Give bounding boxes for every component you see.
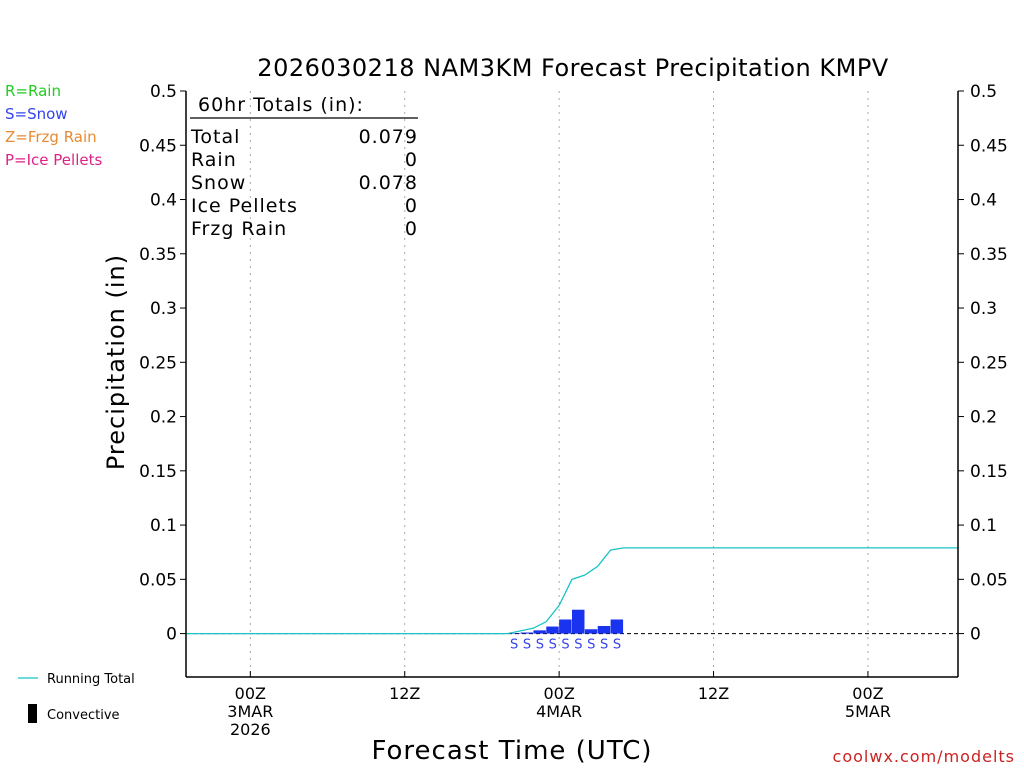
totals-row-value: 0.079: [359, 126, 418, 148]
precip-type-legend-entry: P=Ice Pellets: [5, 151, 102, 169]
totals-row-value: 0.078: [359, 172, 418, 194]
chart-title: 2026030218 NAM3KM Forecast Precipitation…: [257, 54, 888, 82]
y-tick-label-left: 0.15: [139, 462, 177, 482]
precip-type-code: S: [574, 638, 582, 653]
x-tick-label: 12Z: [698, 684, 729, 703]
totals-row-value: 0: [405, 195, 418, 217]
bar-series: [507, 609, 624, 634]
convective-legend-label: Convective: [47, 708, 120, 723]
y-tick-label-left: 0.4: [150, 191, 177, 211]
x-axis-label: Forecast Time (UTC): [371, 736, 652, 766]
running-total-legend-label: Running Total: [47, 672, 135, 687]
totals-row-value: 0: [405, 149, 418, 171]
y-tick-label-left: 0: [166, 625, 177, 645]
y-tick-label-left: 0.45: [139, 136, 177, 156]
y-tick-label-left: 0.35: [139, 245, 177, 265]
gridlines: [186, 91, 958, 677]
snow-bar: [533, 630, 546, 634]
snow-bar: [507, 633, 521, 634]
snow-bar: [584, 629, 598, 634]
y-tick-label-right: 0.5: [970, 82, 997, 102]
running-total-series: [186, 547, 958, 635]
totals-row-label: Snow: [191, 172, 246, 194]
y-axis-label: Precipitation (in): [102, 254, 130, 470]
precip-type-code: S: [613, 638, 621, 653]
precip-type-legend: R=Rain S=Snow Z=Frzg Rain P=Ice Pellets: [5, 82, 102, 169]
totals-row-label: Rain: [191, 149, 237, 171]
y-tick-label-left: 0.5: [150, 82, 177, 102]
totals-row-label: Ice Pellets: [191, 195, 298, 217]
precip-type-code: S: [587, 638, 595, 653]
y-tick-label-right: 0: [970, 625, 981, 645]
y-tick-label-right: 0.25: [970, 353, 1008, 373]
precip-type-code: S: [600, 638, 608, 653]
totals-row-label: Frzg Rain: [191, 218, 287, 240]
y-tick-label-right: 0.1: [970, 516, 997, 536]
y-ticks: 0.5 0.5 0.45 0.45 0.4 0.4 0.35 0.35 0.3 0.3 0.25 0.…: [139, 82, 1008, 645]
convective-legend-swatch: [28, 704, 37, 723]
totals-row-label: Total: [190, 126, 240, 148]
series-legend: Running Total Convective: [18, 672, 135, 723]
y-tick-label-right: 0.4: [970, 191, 997, 211]
totals-header: 60hr Totals (in):: [198, 94, 364, 116]
x-tick-label: 00Z: [852, 684, 883, 703]
precip-type-code: S: [549, 638, 557, 653]
precip-type-legend-entry: Z=Frzg Rain: [5, 128, 97, 146]
y-tick-label-left: 0.3: [150, 299, 177, 319]
y-tick-label-right: 0.3: [970, 299, 997, 319]
x-tick-label: 12Z: [389, 684, 420, 703]
totals-row-value: 0: [405, 218, 418, 240]
y-tick-label-right: 0.2: [970, 408, 997, 428]
x-tick-label: 2026: [230, 720, 271, 739]
axes: [185, 91, 959, 678]
totals-box: 60hr Totals (in): Total 0.079 Rain 0 Snow 0.07…: [190, 94, 418, 240]
x-tick-label: 4MAR: [536, 702, 582, 721]
snow-bar: [559, 619, 572, 634]
y-tick-label-right: 0.15: [970, 462, 1008, 482]
y-tick-label-left: 0.2: [150, 408, 177, 428]
snow-bar: [520, 632, 534, 634]
x-tick-label: 5MAR: [845, 702, 891, 721]
x-tick-label: 00Z: [543, 684, 574, 703]
y-tick-label-right: 0.45: [970, 136, 1008, 156]
precip-type-code: S: [523, 638, 531, 653]
y-tick-label-right: 0.05: [970, 570, 1008, 590]
precip-type-legend-entry: R=Rain: [5, 82, 61, 100]
precip-type-code: S: [510, 638, 518, 653]
y-tick-label-left: 0.05: [139, 570, 177, 590]
y-tick-label-left: 0.1: [150, 516, 177, 536]
watermark: coolwx.com/modelts: [833, 747, 1015, 766]
running-total-line: [186, 547, 958, 635]
x-tick-label: 00Z: [235, 684, 266, 703]
snow-bar: [597, 625, 611, 634]
snow-bar: [610, 619, 624, 634]
y-tick-label-right: 0.35: [970, 245, 1008, 265]
snow-bar: [546, 626, 559, 634]
precip-type-code: S: [536, 638, 544, 653]
y-tick-label-left: 0.25: [139, 353, 177, 373]
x-tick-label: 3MAR: [227, 702, 273, 721]
precip-type-code: S: [561, 638, 569, 653]
snow-bar: [572, 609, 585, 634]
precip-type-legend-entry: S=Snow: [5, 105, 68, 123]
